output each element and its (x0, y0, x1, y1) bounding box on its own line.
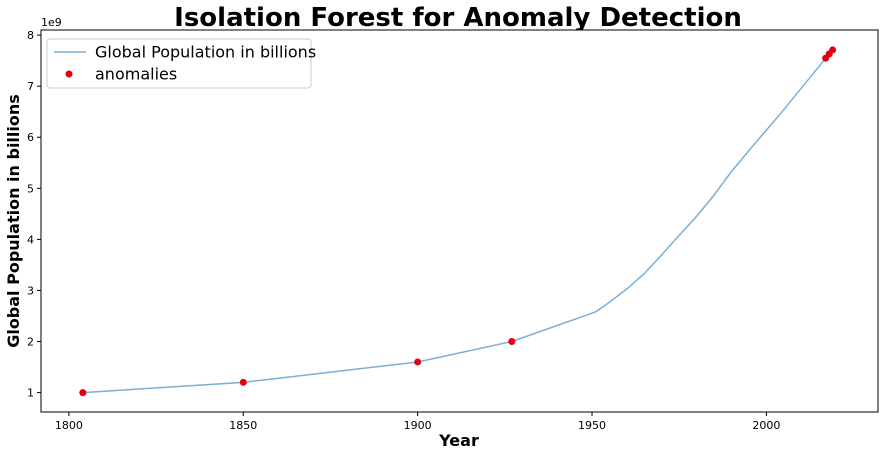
legend-marker-swatch (65, 70, 73, 78)
anomaly-point (239, 378, 247, 386)
y-tick-label: 5 (27, 182, 34, 195)
y-offset-label: 1e9 (41, 16, 62, 29)
legend: Global Population in billions anomalies (46, 38, 316, 89)
legend-label-anomalies: anomalies (95, 65, 177, 84)
plot-area (40, 29, 879, 413)
x-tick-label: 1850 (229, 419, 257, 432)
chart-title: Isolation Forest for Anomaly Detection (174, 3, 742, 33)
x-axis: 1800 1850 1900 1950 2000 (55, 412, 780, 432)
anomaly-point (508, 338, 516, 346)
x-tick-label: 1900 (404, 419, 432, 432)
population-line (82, 48, 837, 394)
y-tick-label: 4 (27, 233, 34, 246)
y-tick-label: 7 (27, 80, 34, 93)
anomaly-point (414, 358, 422, 366)
series-layer (79, 46, 837, 397)
y-axis: 1 2 3 4 5 6 7 8 (27, 29, 41, 400)
anomaly-point (79, 389, 87, 397)
x-tick-label: 1950 (578, 419, 606, 432)
anomaly-point (829, 46, 837, 54)
y-tick-label: 8 (27, 29, 34, 42)
y-tick-label: 1 (27, 387, 34, 400)
y-tick-label: 3 (27, 284, 34, 297)
y-axis-label: Global Population in billions (4, 94, 23, 348)
x-tick-label: 2000 (752, 419, 780, 432)
x-tick-label: 1800 (55, 419, 83, 432)
y-tick-label: 2 (27, 336, 34, 349)
legend-box (46, 38, 312, 89)
x-axis-label: Year (438, 431, 479, 450)
legend-label-line: Global Population in billions (95, 43, 316, 62)
y-tick-label: 6 (27, 131, 34, 144)
